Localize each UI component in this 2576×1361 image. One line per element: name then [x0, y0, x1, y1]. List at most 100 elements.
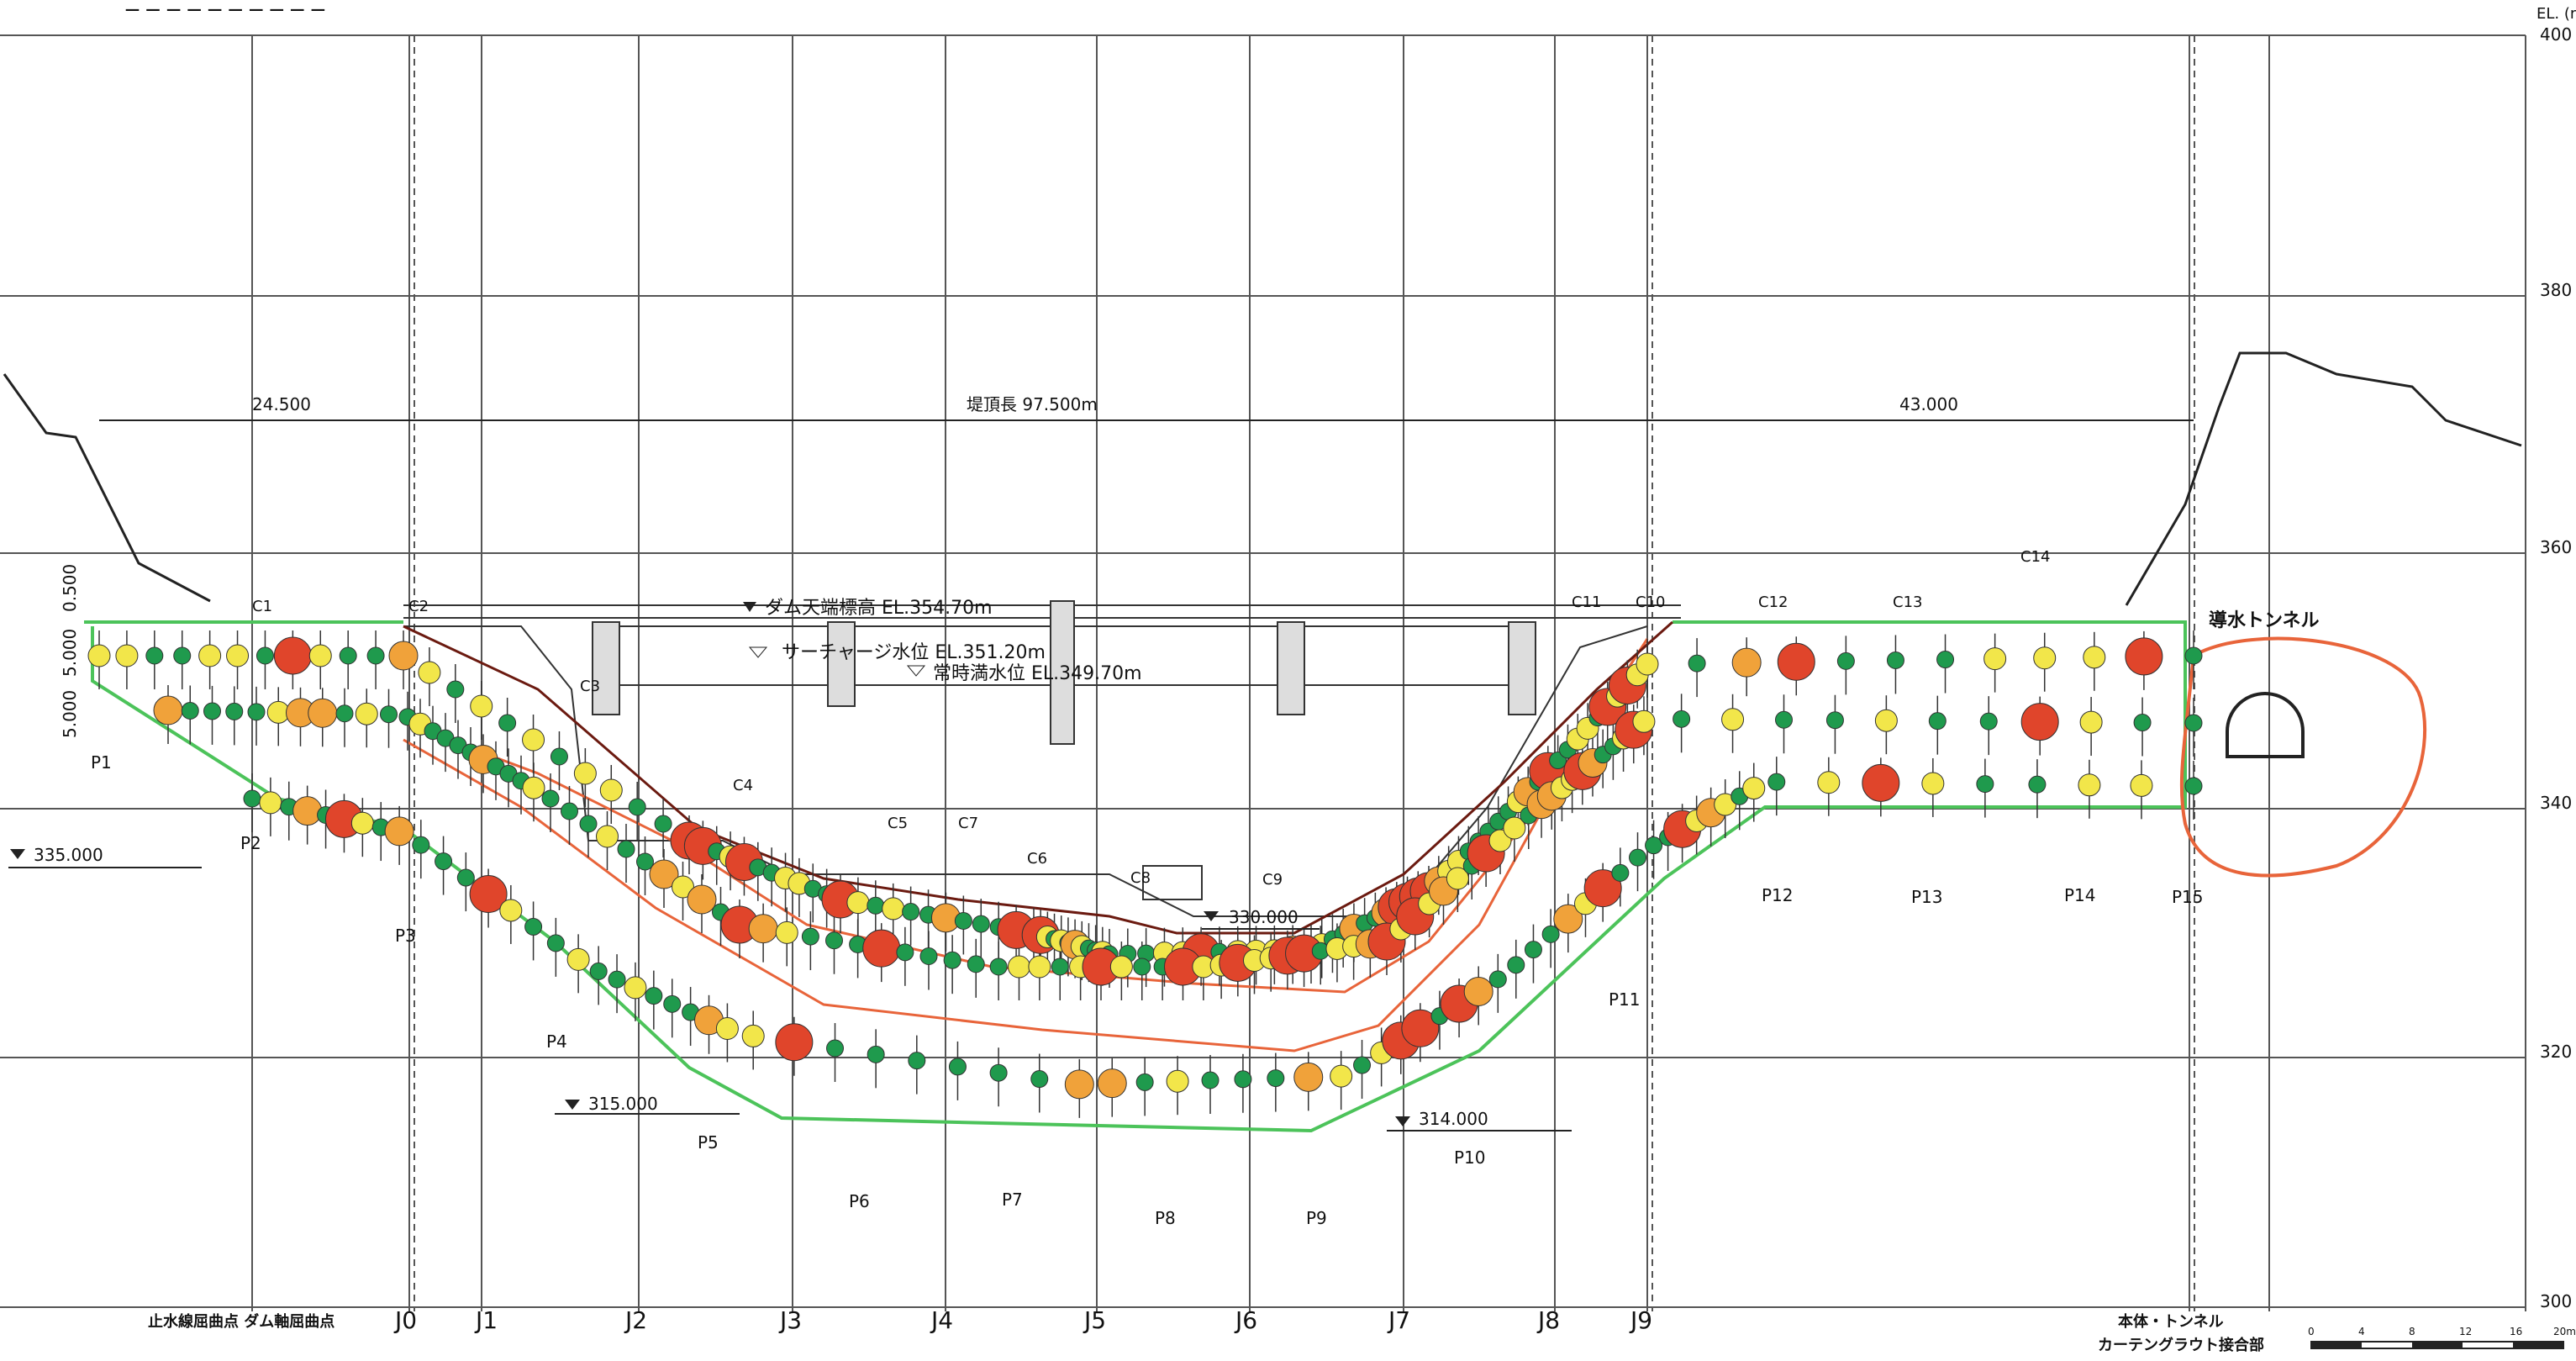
- grout-marker: [1983, 647, 2007, 671]
- grout-marker: [596, 825, 619, 848]
- grout-marker: [2033, 646, 2057, 670]
- grout-marker: [715, 1017, 739, 1041]
- grout-marker: [456, 868, 475, 887]
- p-label: P8: [1155, 1208, 1176, 1228]
- grout-marker: [967, 955, 985, 973]
- tunnel-grout-zone: [2179, 636, 2427, 878]
- grout-marker: [882, 897, 905, 921]
- grout-marker: [1645, 836, 1663, 855]
- grout-marker: [1030, 1070, 1049, 1089]
- grout-marker: [2130, 773, 2153, 797]
- vdim-2: 5.000: [60, 629, 80, 677]
- grout-marker: [826, 1039, 845, 1058]
- level-triangles: [10, 602, 1410, 1126]
- grout-marker: [846, 891, 870, 915]
- grout-marker: [1817, 771, 1841, 794]
- tick-320: 320: [2540, 1042, 2572, 1062]
- grout-marker: [636, 852, 654, 871]
- grout-take-markers: [87, 636, 2203, 1100]
- joint-labels: J0 J1 J2 J3 J4 J5 J6 J7 J8 J9: [393, 1306, 1652, 1334]
- grout-marker: [902, 903, 920, 921]
- dam-body-outline: [403, 600, 1681, 917]
- grout-marker: [775, 1023, 814, 1062]
- grout-marker: [181, 701, 199, 720]
- p-label: P11: [1609, 989, 1641, 1010]
- terrain-profile: [3, 351, 2522, 606]
- bottom-right-note-1: 本体・トンネル: [2118, 1312, 2224, 1331]
- p-label: P9: [1306, 1208, 1327, 1228]
- tick-340: 340: [2540, 793, 2572, 813]
- grout-marker: [748, 914, 778, 944]
- grout-marker: [649, 859, 679, 889]
- grout-marker: [498, 714, 517, 732]
- grout-marker: [579, 815, 598, 833]
- grout-marker: [1731, 647, 1762, 678]
- grout-marker: [1267, 1069, 1285, 1088]
- grout-marker: [1767, 773, 1786, 791]
- grout-marker: [943, 951, 961, 969]
- grout-marker: [867, 1045, 885, 1063]
- grout-marker: [1836, 651, 1855, 670]
- tick-380: 380: [2540, 280, 2572, 300]
- grout-marker: [1051, 957, 1069, 976]
- grout-marker: [412, 836, 430, 854]
- c-label: C4: [733, 777, 753, 794]
- grout-marker: [989, 1063, 1008, 1082]
- grout-marker: [1688, 654, 1706, 673]
- p-label: P7: [1002, 1190, 1023, 1210]
- title-fragment: _ _ _ _ _ _ _ _ _ _: [125, 0, 325, 12]
- grout-marker: [1166, 1069, 1189, 1093]
- tunnel-label: 導水トンネル: [2209, 609, 2320, 631]
- grout-marker: [470, 694, 493, 718]
- grout-marker: [2125, 637, 2163, 676]
- c-label: C11: [1572, 593, 1601, 611]
- grout-marker: [972, 915, 990, 933]
- p-labels: P1 P2 P3 P4 P5 P6 P7 P8 P9 P10 P11 P12 P…: [91, 752, 2204, 1228]
- grout-marker: [896, 943, 914, 962]
- grout-marker: [1507, 956, 1525, 974]
- grout-marker: [247, 703, 266, 721]
- grout-marker: [573, 762, 597, 785]
- grout-marker: [1503, 816, 1526, 840]
- grout-marker: [908, 1052, 926, 1070]
- grout-marker: [203, 702, 221, 720]
- grout-marker: [550, 747, 568, 766]
- grout-marker: [1401, 1009, 1440, 1047]
- c-label: C5: [888, 815, 908, 832]
- grout-marker: [672, 875, 694, 899]
- tick-400: 400: [2540, 24, 2572, 45]
- grout-marker: [628, 798, 646, 816]
- joint-label: J9: [1629, 1306, 1652, 1334]
- grout-marker: [1541, 925, 1560, 943]
- grout-marker: [862, 929, 901, 968]
- c-label: C8: [1130, 869, 1151, 887]
- grout-marker: [1636, 652, 1659, 676]
- grout-marker: [145, 646, 164, 665]
- grout-marker: [645, 987, 663, 1005]
- grout-marker: [541, 789, 560, 808]
- level-bottom-left: 315.000: [588, 1094, 658, 1114]
- grout-marker: [1936, 651, 1955, 669]
- grout-marker: [1097, 1068, 1127, 1099]
- grout-marker: [1862, 763, 1900, 802]
- grout-marker: [1976, 775, 1994, 794]
- grout-marker: [1463, 976, 1493, 1006]
- grout-marker: [1008, 955, 1030, 979]
- tunnel-icon: [2226, 692, 2305, 758]
- c-label: C1: [252, 598, 272, 615]
- grout-marker: [825, 931, 843, 950]
- c-label: C10: [1636, 593, 1665, 611]
- level-bottom-right: 314.000: [1419, 1109, 1488, 1129]
- grout-marker: [654, 815, 672, 833]
- grout-marker: [1330, 1064, 1353, 1088]
- grout-marker: [2184, 777, 2203, 795]
- axis-label: EL. (m): [2536, 5, 2576, 23]
- p-label: P14: [2064, 885, 2096, 905]
- c-label: C6: [1027, 850, 1047, 868]
- grout-marker: [384, 816, 414, 847]
- scale-bar: 0 4 8 12 16 20m: [2308, 1326, 2576, 1349]
- grout-marker: [2184, 714, 2203, 732]
- p-label: P13: [1911, 887, 1943, 907]
- joint-label: J6: [1234, 1306, 1257, 1334]
